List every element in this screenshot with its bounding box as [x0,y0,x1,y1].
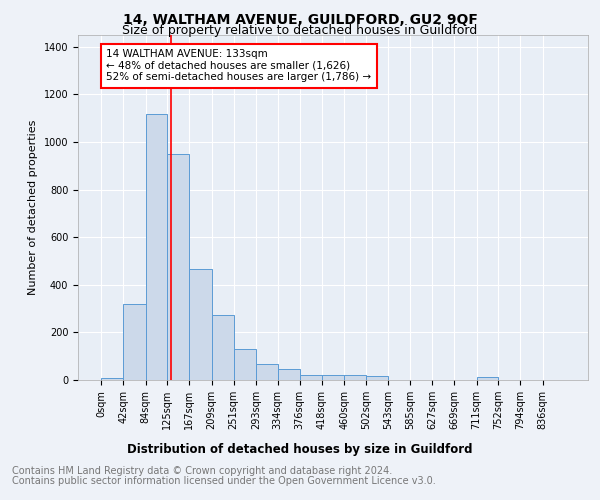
Bar [256,364,278,380]
Bar [278,370,300,380]
Text: 14 WALTHAM AVENUE: 133sqm
← 48% of detached houses are smaller (1,626)
52% of se: 14 WALTHAM AVENUE: 133sqm ← 48% of detac… [106,50,371,82]
Bar [366,376,388,380]
Bar [146,114,167,380]
Text: Contains public sector information licensed under the Open Government Licence v3: Contains public sector information licen… [12,476,436,486]
Bar [234,349,256,380]
Bar [212,314,234,380]
Bar [322,375,344,380]
Bar [300,375,322,380]
Y-axis label: Number of detached properties: Number of detached properties [28,120,38,295]
Bar [476,377,498,380]
Text: Contains HM Land Registry data © Crown copyright and database right 2024.: Contains HM Land Registry data © Crown c… [12,466,392,476]
Bar [167,154,190,380]
Bar [344,375,366,380]
Bar [190,270,212,380]
Bar [124,304,146,380]
Text: 14, WALTHAM AVENUE, GUILDFORD, GU2 9QF: 14, WALTHAM AVENUE, GUILDFORD, GU2 9QF [122,12,478,26]
Text: Distribution of detached houses by size in Guildford: Distribution of detached houses by size … [127,442,473,456]
Text: Size of property relative to detached houses in Guildford: Size of property relative to detached ho… [122,24,478,37]
Bar [101,378,124,380]
